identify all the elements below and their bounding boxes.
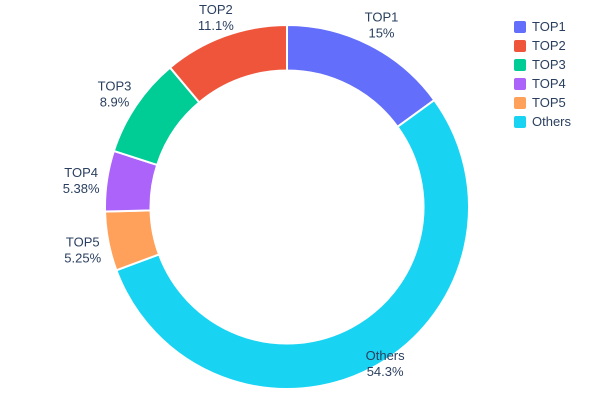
slice-label-others: Others 54.3% (366, 348, 406, 379)
legend-item-top4[interactable]: TOP4 (514, 77, 571, 91)
pie-slice-top2[interactable] (169, 24, 288, 104)
legend: TOP1 TOP2 TOP3 TOP4 TOP5 Others (514, 20, 571, 129)
legend-item-others[interactable]: Others (514, 115, 571, 129)
legend-label-top3: TOP3 (532, 57, 566, 72)
slice-label-top3: TOP3 8.9% (98, 79, 132, 110)
legend-swatch-others (514, 116, 526, 128)
pie-slice-top1[interactable] (286, 24, 436, 128)
legend-label-others: Others (532, 114, 572, 129)
legend-label-top4: TOP4 (532, 76, 566, 91)
legend-swatch-top2 (514, 40, 526, 52)
legend-item-top3[interactable]: TOP3 (514, 58, 571, 72)
legend-swatch-top1 (514, 21, 526, 33)
legend-item-top5[interactable]: TOP5 (514, 96, 571, 110)
legend-swatch-top4 (514, 78, 526, 90)
slice-label-top5: TOP5 5.25% (64, 234, 101, 265)
legend-label-top2: TOP2 (532, 38, 566, 53)
legend-label-top5: TOP5 (532, 95, 566, 110)
slice-label-top2: TOP2 11.1% (198, 2, 234, 33)
slice-label-top4: TOP4 5.38% (63, 165, 100, 196)
legend-swatch-top3 (514, 59, 526, 71)
slice-label-top1: TOP1 15% (365, 10, 399, 41)
legend-item-top1[interactable]: TOP1 (514, 20, 571, 34)
legend-label-top1: TOP1 (532, 19, 566, 34)
legend-item-top2[interactable]: TOP2 (514, 39, 571, 53)
legend-swatch-top5 (514, 97, 526, 109)
pie-slice-others[interactable] (115, 99, 470, 390)
